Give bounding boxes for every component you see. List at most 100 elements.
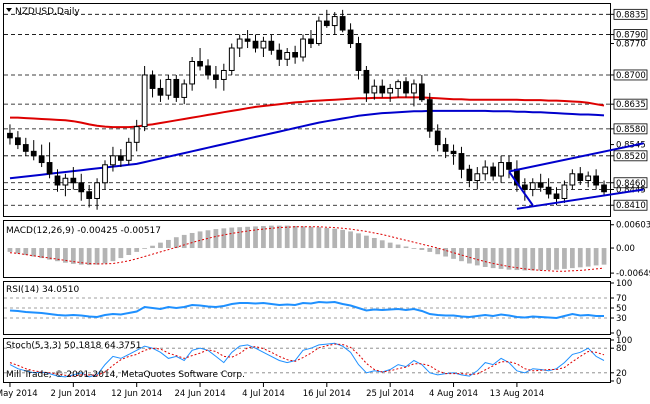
- trend-line: [508, 170, 534, 206]
- price-tick-label: 0.8835: [616, 10, 646, 20]
- macd-histogram-bar: [411, 248, 417, 249]
- candle-body: [379, 85, 386, 94]
- macd-histogram-bar: [538, 248, 544, 271]
- candle-body: [276, 49, 283, 60]
- macd-histogram-bar: [340, 229, 346, 249]
- candle-body: [561, 184, 568, 199]
- macd-histogram-bar: [498, 248, 504, 269]
- macd-histogram-bar: [427, 248, 433, 252]
- macd-panel: [3, 220, 611, 278]
- macd-histogram-bar: [562, 248, 567, 269]
- macd-histogram-bar: [39, 248, 45, 259]
- candle-body: [466, 168, 473, 182]
- price-tick-label: 0.8520: [616, 152, 646, 162]
- rsi-label: RSI(14) 34.0510: [6, 285, 79, 295]
- price-level-label-box: [613, 98, 648, 110]
- price-level-label-box: [613, 8, 648, 20]
- candle-body: [133, 126, 140, 143]
- macd-histogram-bar: [585, 248, 591, 267]
- candle-body: [450, 150, 457, 155]
- candle-body: [181, 83, 188, 98]
- macd-histogram-bar: [284, 225, 290, 249]
- candle-body: [403, 81, 409, 94]
- macd-histogram-bar: [110, 248, 116, 262]
- macd-histogram-bar: [23, 248, 29, 255]
- candle-body: [331, 16, 338, 27]
- candle-body: [102, 164, 108, 184]
- macd-histogram-bar: [506, 248, 512, 270]
- macd-histogram-bar: [593, 248, 599, 266]
- rsi-tick-label: 100: [616, 279, 632, 289]
- macd-histogram-bar: [371, 237, 377, 249]
- candle-body: [569, 173, 576, 186]
- candle-body: [244, 38, 251, 42]
- price-level-label-box: [613, 150, 648, 162]
- candle-body: [236, 38, 243, 49]
- price-level-label-box: [613, 29, 648, 40]
- candle-body: [292, 52, 298, 58]
- rsi-tick-label: 0: [616, 329, 621, 339]
- macd-histogram-bar: [86, 248, 92, 266]
- dropdown-triangle-icon[interactable]: [6, 8, 12, 12]
- macd-histogram-bar: [554, 248, 559, 270]
- macd-histogram-bar: [237, 227, 243, 249]
- macd-histogram-bar: [403, 246, 409, 249]
- stoch-main-line: [9, 342, 605, 378]
- candle-body: [498, 162, 504, 177]
- candle-body: [585, 175, 592, 182]
- macd-histogram-bar: [253, 226, 258, 249]
- candle-body: [268, 40, 275, 51]
- candle-body: [157, 87, 164, 96]
- candle-body: [7, 132, 13, 139]
- macd-histogram-bar: [292, 226, 298, 249]
- macd-histogram-bar: [221, 228, 227, 249]
- time-tick-label: 4 Aug 2014: [429, 389, 478, 399]
- macd-histogram-bar: [205, 230, 211, 249]
- macd-histogram-bar: [490, 248, 496, 269]
- macd-histogram-bar: [7, 248, 13, 252]
- candle-body: [213, 74, 219, 80]
- macd-tick-label: 0.00: [616, 244, 635, 254]
- candle-body: [15, 137, 21, 146]
- trend-line: [508, 142, 644, 173]
- macd-histogram-bar: [55, 248, 60, 262]
- stoch-panel: [3, 338, 611, 383]
- macd-histogram-bar: [197, 231, 203, 249]
- macd-tick-label: -0.00649: [616, 269, 650, 279]
- candle-body: [252, 40, 259, 49]
- candle-body: [363, 69, 370, 94]
- macd-histogram-bar: [514, 248, 520, 271]
- macd-histogram-bar: [261, 226, 266, 249]
- candle-body: [300, 38, 306, 58]
- candle-body: [110, 155, 116, 166]
- candle-body: [434, 130, 441, 146]
- candle-body: [577, 173, 584, 182]
- candle-body: [86, 191, 93, 199]
- candle-body: [22, 144, 29, 152]
- macd-histogram-bar: [482, 248, 488, 267]
- candle-body: [189, 60, 196, 85]
- candle-body: [506, 162, 512, 170]
- macd-histogram-bar: [522, 248, 528, 271]
- trend-line: [516, 188, 644, 210]
- price-level-label-box: [613, 69, 648, 81]
- macd-histogram-bar: [395, 244, 401, 249]
- candle-body: [474, 173, 481, 182]
- trend-lines: [508, 142, 644, 210]
- price-tick-label: 0.8410: [616, 201, 646, 211]
- candle-body: [482, 166, 489, 175]
- price-tick-label: 0.8770: [616, 40, 646, 50]
- time-tick-label: 21 May 2014: [0, 389, 38, 399]
- macd-histogram-bar: [31, 248, 37, 257]
- candle-body: [490, 166, 497, 177]
- macd-histogram-bar: [332, 228, 338, 249]
- macd-label: MACD(12,26,9) -0.00425 -0.00517: [6, 226, 161, 236]
- macd-tick-label: 0.00603: [616, 221, 650, 231]
- macd-histogram-bar: [173, 237, 179, 249]
- candle-body: [355, 43, 362, 71]
- macd-histogram-bar: [459, 248, 464, 262]
- candle-body: [347, 29, 354, 45]
